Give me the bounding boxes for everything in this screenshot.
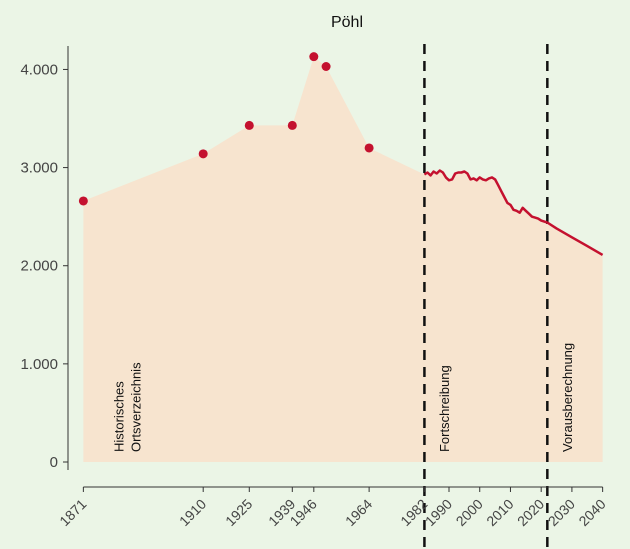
x-tick-label: 1990 xyxy=(422,496,455,529)
vorausberechnung-line xyxy=(546,221,604,256)
x-tick-label: 1964 xyxy=(342,496,375,529)
historical-point-1871 xyxy=(78,196,88,206)
y-tick-label: 1.000 xyxy=(20,356,58,373)
population-area xyxy=(83,56,603,462)
historical-point-1964 xyxy=(364,143,374,153)
historical-point-1925 xyxy=(244,120,254,130)
historical-point-1939 xyxy=(287,120,297,130)
x-tick-label: 2010 xyxy=(483,496,516,529)
period-annotation-3: Vorausberechnung xyxy=(560,343,575,452)
y-tick-label: 3.000 xyxy=(20,160,58,177)
y-tick-label: 0 xyxy=(50,454,58,471)
historical-point-1946 xyxy=(309,52,319,62)
x-tick-label: 1871 xyxy=(56,496,89,529)
x-tick-label: 2040 xyxy=(575,496,608,529)
historical-point-1950 xyxy=(321,61,331,71)
x-tick-label: 2020 xyxy=(514,496,547,529)
population-lines xyxy=(423,169,604,256)
chart-title: Pöhl xyxy=(331,14,363,31)
x-tick-label: 1910 xyxy=(176,496,209,529)
x-tick-label: 2030 xyxy=(545,496,578,529)
period-annotation-1: Historisches xyxy=(111,381,126,452)
x-tick-label: 2000 xyxy=(453,496,486,529)
y-tick-label: 2.000 xyxy=(20,258,58,275)
y-tick-label: 4.000 xyxy=(20,61,58,78)
x-tick-label: 1925 xyxy=(222,496,255,529)
period-annotations: Historisches Ortsverzeichnis Fortschreibun… xyxy=(111,343,575,452)
fortschreibung-line xyxy=(423,169,548,224)
population-area-fill xyxy=(83,56,603,462)
period-annotation-1: Ortsverzeichnis xyxy=(128,362,143,452)
historical-point-1910 xyxy=(198,149,208,159)
historical-points xyxy=(78,52,374,206)
period-annotation-2: Fortschreibung xyxy=(437,365,452,452)
